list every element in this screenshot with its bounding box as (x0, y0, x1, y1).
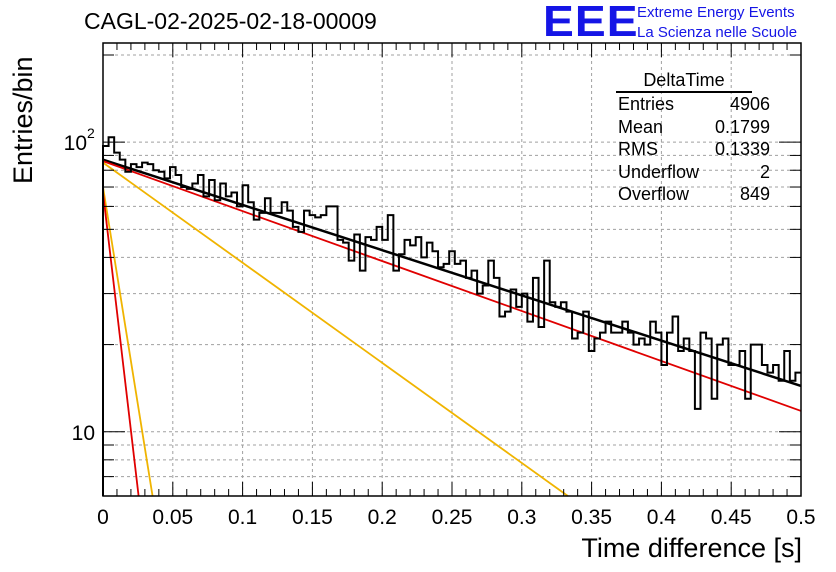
stats-value: 2 (759, 161, 770, 182)
stats-value: 4906 (729, 94, 770, 114)
stats-value: 0.1339 (714, 139, 770, 159)
x-tick-label: 0.2 (368, 506, 397, 529)
stats-label: Mean (618, 116, 664, 137)
brand-line-2: La Scienza nelle Scuole (637, 24, 798, 41)
chart-title: CAGL-02-2025-02-18-00009 (84, 8, 377, 34)
stats-row: Overflow 849 (618, 183, 770, 206)
stats-row: RMS 0.1339 (618, 138, 770, 161)
stats-row: Underflow 2 (618, 161, 770, 184)
x-tick-label: 0.35 (571, 506, 612, 529)
stats-label: RMS (618, 139, 658, 159)
stats-value: 0.1799 (714, 116, 770, 137)
y-tick-label: 10 (64, 132, 87, 155)
x-tick-label: 0.1 (228, 506, 257, 529)
x-tick-label: 0.3 (507, 506, 536, 529)
histogram-deltatime (102, 136, 801, 496)
brand-line-1: Extreme Energy Events (637, 4, 795, 21)
stats-row: Mean 0.1799 (618, 116, 770, 139)
x-tick-label: 0.25 (432, 506, 473, 529)
x-tick-label: 0.4 (647, 506, 677, 529)
x-tick-labels: 0 0.05 0.1 0.15 0.2 0.25 0.3 0.35 0.4 0.45 0.5 (97, 506, 815, 529)
stats-label: Overflow (618, 184, 690, 204)
fit-line (102, 186, 154, 497)
fit-line (102, 160, 802, 412)
y-tick-label: 10 (72, 422, 95, 445)
x-axis-label: Time difference [s] (581, 533, 802, 563)
fit-line (102, 192, 140, 497)
eee-logo: EEE (543, 0, 639, 46)
x-tick-label: 0.15 (292, 506, 333, 529)
x-tick-label: 0.05 (152, 506, 193, 529)
stats-row: Entries 4906 (618, 93, 770, 116)
stats-box: DeltaTime Entries 4906 Mean 0.1799 RMS 0.13… (612, 70, 772, 206)
stats-label: Entries (618, 94, 675, 114)
stats-value: 849 (739, 184, 770, 204)
fit-line (102, 161, 569, 497)
x-tick-label: 0 (97, 506, 109, 529)
y-axis-label: Entries/bin (8, 56, 38, 184)
stats-label: Underflow (618, 161, 700, 182)
x-tick-label: 0.5 (786, 506, 815, 529)
x-tick-label: 0.45 (711, 506, 752, 529)
y-tick-exponent: 2 (87, 125, 95, 141)
axis-ticks (102, 43, 802, 497)
stats-title: DeltaTime (616, 70, 752, 93)
